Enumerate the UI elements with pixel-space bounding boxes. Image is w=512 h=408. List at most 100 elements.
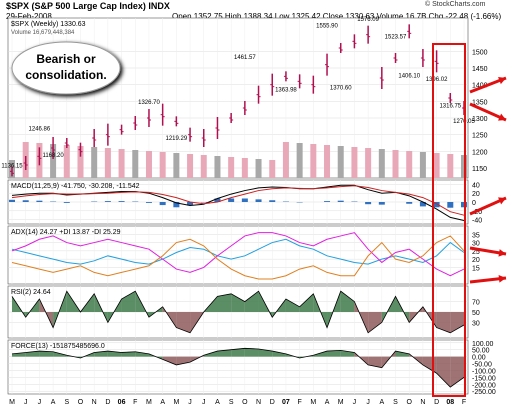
macd-histogram-bar [159,202,166,206]
panel-title-1: MACD(11,25,9) -41.750, -30.208, -11.542 [11,183,140,190]
adx-line-2 [11,235,465,280]
chart-date: 29-Feb-2008 [6,12,52,21]
y-tick-label: -200.00 [472,382,496,389]
red-arrow-head [498,274,506,283]
y-tick-label: -100.00 [472,368,496,375]
y-tick-label: 0 [472,200,476,207]
x-tick-label: 07 [282,399,290,406]
macd-histogram-bar [173,202,180,208]
rsi-fill [299,293,314,312]
y-tick-label: 100.00 [472,341,494,348]
y-tick-label: 15 [472,265,480,272]
x-tick-label: J [188,399,192,406]
macd-histogram-bar [118,201,125,202]
volume-bar [145,151,152,178]
x-tick-label: D [434,399,439,406]
force-line [11,347,465,388]
x-tick-label: M [173,399,179,406]
x-tick-label: J [202,399,206,406]
y-tick-label: 0.00 [472,355,486,362]
macd-histogram-bar [214,198,221,202]
x-tick-label: F [133,399,137,406]
x-tick-label: F [297,399,301,406]
y-tick-label: 35 [472,232,480,239]
x-tick-label: J [38,399,42,406]
y-tick-label: 50 [472,310,480,317]
macd-line-1 [11,185,465,216]
callout-cloud [11,41,121,95]
force-fill [395,351,410,357]
x-tick-label: M [338,399,344,406]
x-tick-label: D [105,399,110,406]
ohlc-readout: Open 1352.75 High 1388.34 Low 1325.42 Cl… [172,12,502,21]
red-arrow-head [498,197,506,205]
panel-title-2: ADX(14) 24.27 +DI 13.87 -DI 25.29 [11,229,121,236]
force-fill [272,351,286,357]
price-annotation: 1136.15 [1,164,23,170]
macd-histogram-bar [378,202,385,205]
y-tick-label: 1450 [472,66,488,73]
volume-bar [296,143,303,178]
y-tick-label: -150.00 [472,375,496,382]
x-tick-label: 06 [118,399,126,406]
y-tick-label: 25 [472,249,480,256]
macd-histogram-bar [241,198,248,202]
x-tick-label: O [78,399,84,406]
macd-histogram-bar [269,200,276,202]
y-tick-label: 1300 [472,116,488,123]
y-tick-label: 1250 [472,133,488,140]
y-tick-label: 70 [472,300,480,307]
volume-bar [351,147,358,178]
red-arrow-head [498,76,506,85]
x-tick-label: A [160,399,165,406]
volume-bar [63,145,70,178]
macd-histogram-bar [187,202,194,206]
force-fill [381,351,396,368]
rsi-fill [231,293,245,312]
macd-histogram-bar [365,202,372,205]
price-annotation: 1555.90 [316,24,338,30]
x-tick-label: A [325,399,330,406]
y-tick-label: 30 [472,241,480,248]
rsi-fill [340,291,355,312]
force-fill [162,356,177,365]
chart-title: $SPX (S&P 500 Large Cap Index) INDX [6,1,170,11]
y-tick-label: 1150 [472,166,487,173]
x-tick-label: M [310,399,316,406]
y-tick-label: -250.00 [472,389,496,396]
rsi-fill [368,312,382,333]
x-tick-label: J [24,399,28,406]
x-tick-label: O [242,399,248,406]
y-tick-label: -50.00 [472,362,492,369]
macd-histogram-bar [419,202,426,207]
rsi-fill [244,291,259,312]
volume-bar [187,154,194,178]
volume-bar [118,149,125,178]
x-tick-label: A [379,399,384,406]
price-annotation: 1461.57 [234,55,256,61]
macd-histogram-bar [324,201,331,202]
force-fill [244,348,259,357]
volume-bar [433,153,440,178]
rsi-fill [217,293,232,312]
force-fill [327,350,341,357]
x-tick-label: D [270,399,275,406]
rsi-fill [285,299,300,312]
x-tick-label: 08 [446,399,454,406]
x-tick-label: O [406,399,412,406]
volume-bar [282,142,289,178]
x-tick-label: S [393,399,398,406]
volume-bar [419,152,426,178]
volume-bar [365,148,372,178]
x-tick-label: N [420,399,425,406]
y-tick-label: 40 [472,182,480,189]
highlight-box [432,43,466,397]
macd-histogram-bar [9,199,15,202]
rsi-line [11,290,465,334]
x-tick-label: M [146,399,152,406]
macd-histogram-bar [447,202,454,208]
volume-bar [214,156,221,178]
stockcharts-logo: © StockCharts.com [425,1,486,8]
y-tick-label: 20 [472,257,480,264]
price-annotation: 1406.10 [398,74,420,80]
